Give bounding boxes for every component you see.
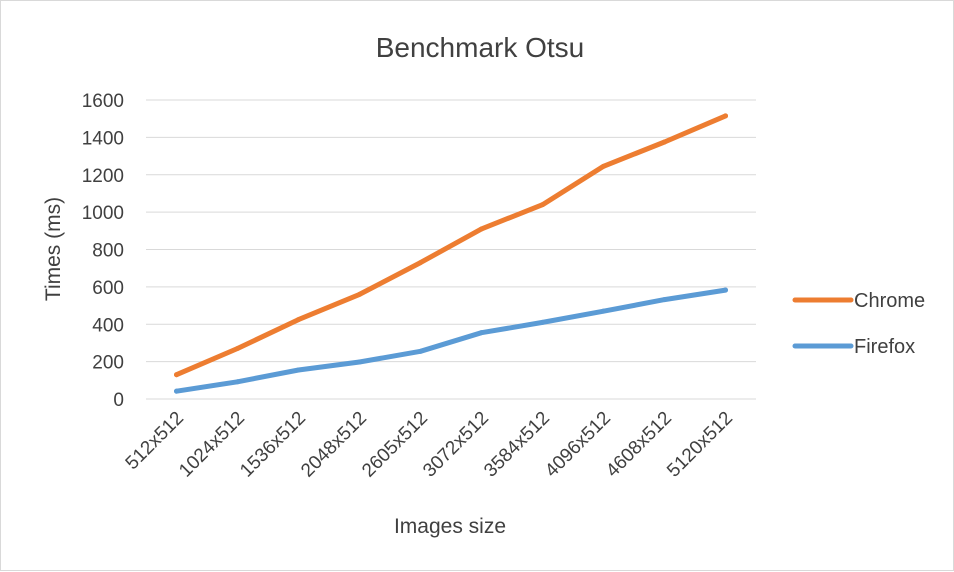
y-tick-label: 0 bbox=[113, 390, 124, 411]
data-point-chrome bbox=[662, 139, 667, 145]
data-point-firefox bbox=[662, 297, 667, 303]
x-tick-label: 1024x512 bbox=[175, 408, 249, 482]
x-tick-label: 4608x512 bbox=[602, 408, 676, 482]
x-tick-label: 3072x512 bbox=[419, 408, 493, 482]
series-line-chrome bbox=[174, 113, 728, 378]
data-point-chrome bbox=[357, 291, 362, 297]
data-point-firefox bbox=[235, 379, 240, 385]
data-point-chrome bbox=[174, 372, 179, 378]
y-axis-tick-labels: 0 200 400 600 800 1000 1200 1400 1600 bbox=[82, 91, 124, 411]
data-point-chrome bbox=[418, 260, 423, 266]
x-tick-label: 2048x512 bbox=[297, 408, 371, 482]
data-point-firefox bbox=[418, 348, 423, 354]
data-point-chrome bbox=[235, 346, 240, 352]
x-tick-label: 2605x512 bbox=[358, 408, 432, 482]
y-tick-label: 1600 bbox=[82, 91, 124, 112]
y-tick-label: 600 bbox=[92, 278, 124, 299]
y-tick-label: 1200 bbox=[82, 166, 124, 187]
data-point-chrome bbox=[540, 202, 545, 208]
x-axis-title: Images size bbox=[394, 515, 506, 538]
data-point-chrome bbox=[296, 317, 301, 323]
data-point-firefox bbox=[479, 330, 484, 336]
data-point-firefox bbox=[723, 287, 728, 293]
x-tick-label: 5120x512 bbox=[663, 408, 737, 482]
y-axis-title: Times (ms) bbox=[42, 197, 65, 301]
series-lines bbox=[174, 113, 728, 394]
data-point-chrome bbox=[479, 226, 484, 232]
data-point-firefox bbox=[296, 367, 301, 373]
data-point-chrome bbox=[723, 113, 728, 119]
data-point-firefox bbox=[357, 359, 362, 365]
series-line-firefox bbox=[174, 287, 728, 394]
legend: Chrome Firefox bbox=[792, 290, 925, 358]
x-tick-label: 3584x512 bbox=[480, 408, 554, 482]
y-tick-label: 1000 bbox=[82, 203, 124, 224]
x-tick-label: 4096x512 bbox=[541, 408, 615, 482]
y-tick-label: 800 bbox=[92, 241, 124, 262]
data-point-firefox bbox=[601, 308, 606, 314]
y-tick-label: 1400 bbox=[82, 128, 124, 149]
data-point-firefox bbox=[174, 388, 179, 394]
legend-label-chrome: Chrome bbox=[854, 290, 925, 312]
x-tick-label: 1536x512 bbox=[236, 408, 310, 482]
data-point-firefox bbox=[540, 319, 545, 325]
data-point-chrome bbox=[601, 163, 606, 169]
x-axis-tick-labels: 512x5121024x5121536x5122048x5122605x5123… bbox=[122, 408, 737, 482]
gridlines bbox=[146, 99, 756, 400]
chart-title: Benchmark Otsu bbox=[376, 32, 585, 63]
legend-label-firefox: Firefox bbox=[854, 336, 915, 358]
y-tick-label: 200 bbox=[92, 353, 124, 374]
y-tick-label: 400 bbox=[92, 315, 124, 336]
